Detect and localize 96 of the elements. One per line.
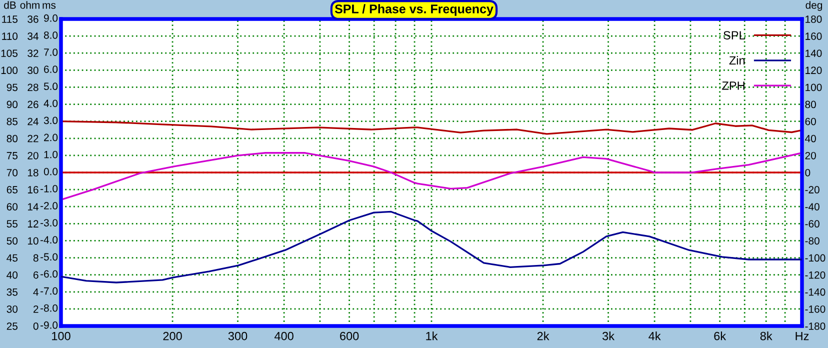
- text: 7.0: [44, 48, 58, 56]
- y3-tick-label: 4: [33, 288, 38, 296]
- text: 1.0: [44, 150, 58, 158]
- y-tick-label: 80: [6, 134, 18, 142]
- y2-tick-label: 20: [805, 152, 816, 160]
- text: -8.0: [40, 304, 58, 312]
- y-tick-label: 75: [6, 152, 18, 160]
- y3-tick-label: 34: [28, 32, 38, 40]
- y3-tick-label: 16: [28, 186, 38, 194]
- legend-label: ZPH: [722, 82, 744, 90]
- y2-axis-title: deg: [806, 1, 822, 11]
- x-tick-label: 400: [274, 332, 294, 340]
- x-tick-label: 8k: [760, 332, 772, 340]
- y2-tick-label: -120: [805, 271, 826, 279]
- y-tick-label: 35: [6, 288, 18, 296]
- y2-tick-label: 60: [805, 118, 816, 126]
- y-tick-label: 110: [2, 32, 18, 40]
- y2-tick-label: 120: [806, 66, 822, 74]
- y3-tick-label: 22: [28, 134, 38, 142]
- y2-tick-label: -20: [805, 186, 820, 194]
- y-tick-label: 30: [6, 305, 18, 313]
- y2-tick-label: -180: [805, 322, 826, 330]
- x-tick-label: 100: [52, 332, 70, 340]
- text: 3.0: [44, 116, 58, 124]
- x-tick-label: 3k: [602, 332, 615, 340]
- y-tick-label: 55: [6, 220, 18, 228]
- x-tick-label: 4k: [648, 332, 661, 340]
- y3-tick-label: 8: [33, 254, 38, 262]
- text: -4.0: [40, 236, 58, 244]
- y3-tick-label: 12: [28, 220, 38, 228]
- y3-tick-label: 6: [34, 271, 38, 279]
- x-tick-label: 1k: [426, 332, 438, 340]
- legend-label: SPL: [724, 31, 745, 40]
- y3-tick-label: 28: [28, 84, 38, 92]
- y3-axis-title: ohm: [20, 1, 40, 9]
- y-tick-label: 60: [6, 203, 18, 210]
- y-tick-label: 105: [1, 50, 18, 57]
- x-tick-label: Hz: [796, 332, 809, 340]
- text: 0.0: [44, 168, 58, 176]
- y3-tick-label: 20: [28, 152, 38, 160]
- x-tick-label: 600: [340, 332, 359, 340]
- text: ms: [42, 3, 56, 9]
- y2-tick-label: 160: [806, 32, 822, 40]
- y-tick-label: 45: [6, 254, 18, 262]
- y3-tick-label: 0: [33, 322, 38, 330]
- text: -6.0: [40, 270, 58, 278]
- y2-tick-label: -40: [805, 203, 820, 210]
- y-tick-label: 65: [6, 186, 18, 194]
- y2-tick-label: 180: [806, 16, 822, 23]
- y3-tick-label: 2: [34, 305, 38, 313]
- y-tick-label: 40: [6, 271, 18, 279]
- y3-tick-label: 32: [28, 50, 38, 57]
- y2-tick-label: 40: [805, 134, 816, 142]
- chart-title: SPL / Phase vs. Frequency: [334, 4, 494, 16]
- text: 4.0: [44, 100, 58, 108]
- y3-tick-label: 26: [28, 100, 38, 108]
- y2-tick-label: -60: [805, 220, 820, 228]
- text: 5.0: [44, 82, 58, 90]
- y2-tick-label: -140: [805, 288, 826, 296]
- text: -2.0: [40, 202, 58, 210]
- text: -1.0: [40, 184, 58, 192]
- y3-tick-label: 10: [28, 237, 38, 245]
- y2-tick-label: 100: [806, 84, 822, 92]
- y2-tick-label: 0: [805, 169, 810, 176]
- y-tick-label: 95: [6, 84, 18, 92]
- x-tick-label: 6k: [714, 332, 726, 340]
- y3-tick-label: 36: [28, 16, 38, 23]
- text: 6.0: [44, 66, 58, 73]
- y3-tick-label: 24: [28, 118, 38, 126]
- text: -5.0: [40, 253, 58, 261]
- y2-tick-label: -160: [805, 305, 826, 313]
- y-tick-label: 25: [6, 322, 18, 330]
- y-tick-label: 70: [6, 169, 18, 176]
- x-tick-label: 300: [228, 332, 248, 340]
- y-axis-title: dB: [4, 1, 16, 9]
- y3-tick-label: 14: [28, 203, 38, 210]
- x-tick-label: 2k: [537, 332, 550, 340]
- y2-tick-label: 80: [805, 100, 816, 108]
- y-tick-label: 115: [2, 16, 18, 23]
- y-tick-label: 100: [1, 66, 18, 74]
- y2-tick-label: -100: [805, 254, 826, 262]
- y-tick-label: 50: [6, 237, 18, 245]
- x-tick-label: 200: [163, 332, 182, 340]
- y3-tick-label: 18: [28, 169, 38, 176]
- text: -3.0: [40, 219, 58, 226]
- text: 9.0: [44, 14, 58, 22]
- text: 8.0: [44, 31, 58, 39]
- legend-label: Zin: [729, 56, 745, 65]
- text: -7.0: [40, 287, 58, 295]
- text: 2.0: [44, 134, 58, 142]
- y-tick-label: 90: [6, 100, 18, 108]
- y2-tick-label: 140: [806, 50, 822, 57]
- y3-tick-label: 30: [28, 66, 38, 74]
- text: -9.0: [40, 321, 58, 329]
- y-tick-label: 85: [6, 118, 18, 126]
- y2-tick-label: -80: [805, 237, 820, 245]
